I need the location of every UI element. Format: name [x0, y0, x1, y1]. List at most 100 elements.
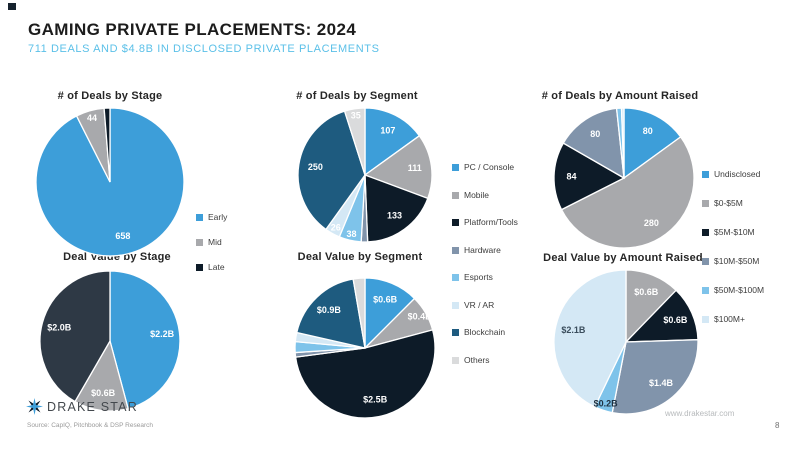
- slice-value-label-platform-tools: $2.5B: [363, 395, 388, 405]
- slice-value-label-early: $2.2B: [150, 329, 175, 339]
- slice-value-label-mobile: 111: [408, 163, 422, 173]
- legend-item-vr-ar: VR / AR: [452, 300, 518, 311]
- pie-slice-10m-50m: [562, 107, 625, 180]
- slice-value-label-others: 35: [351, 110, 361, 120]
- legend-label: $10M-$50M: [714, 256, 760, 266]
- legend-item-mid: Mid: [196, 237, 227, 248]
- slice-value-label-5m-10m: $0.6B: [663, 315, 688, 325]
- pie-slice-late: [103, 107, 111, 183]
- website-url: www.drakestar.com: [665, 409, 735, 418]
- legend-swatch: [702, 316, 709, 323]
- slice-value-label-10m-50m: 80: [590, 129, 600, 139]
- legend-swatch: [196, 264, 203, 271]
- pie-deals-by-stage: 658 44: [35, 107, 185, 257]
- legend-swatch: [452, 191, 459, 199]
- legend-swatch: [452, 164, 459, 171]
- legend-item-50m-100m: $50M-$100M: [702, 285, 764, 296]
- slice-value-label-pc-console: 107: [380, 125, 395, 135]
- legend-swatch: [452, 356, 459, 364]
- slice-value-label-early: 658: [115, 231, 130, 241]
- slice-value-label-pc-console: $0.6B: [373, 295, 398, 305]
- chart-title-deals-by-segment: # of Deals by Segment: [296, 90, 418, 102]
- legend-label: Blockchain: [464, 327, 506, 337]
- pie-slice-platform-tools: [294, 329, 436, 419]
- legend-swatch: [196, 239, 203, 246]
- pie-slice-100m: [620, 107, 625, 179]
- legend-segment: PC / Console Mobile Platform/Tools Hardware…: [452, 162, 518, 366]
- source-note: Source: CapIQ, Pitchbook & DSP Research: [27, 422, 153, 429]
- legend-item-others: Others: [452, 355, 518, 366]
- pie-slice-mobile: [363, 134, 433, 200]
- pie-deals-by-segment: 107 111 133 38 26 250 35: [297, 107, 433, 243]
- pie-slice-5m-10m: [553, 142, 626, 211]
- pie-deal-value-by-segment: $0.6B $0.4B $2.5B $0.9B: [294, 277, 436, 419]
- slice-value-label-blockchain: 250: [308, 162, 323, 172]
- legend-item-10m-50m: $10M-$50M: [702, 256, 764, 267]
- slice-value-label-vr-ar: 26: [331, 223, 341, 233]
- legend-item-hardware: Hardware: [452, 245, 518, 256]
- legend-label: VR / AR: [464, 299, 495, 310]
- slice-value-label-late: $2.0B: [47, 322, 72, 332]
- slice-value-label-10m-50m: $1.4B: [649, 378, 674, 388]
- star-icon: [26, 398, 43, 415]
- chart-title-deals-by-stage: # of Deals by Stage: [57, 90, 163, 102]
- legend-label: Esports: [464, 272, 493, 282]
- slice-value-label-mid: $0.6B: [91, 388, 116, 398]
- legend-label: $50M-$100M: [714, 285, 765, 295]
- legend-label: Hardware: [464, 244, 501, 255]
- pie-deal-value-by-stage: $2.2B $0.6B $2.0B: [39, 270, 181, 412]
- legend-swatch: [196, 214, 203, 221]
- legend-stage: Early Mid Late: [196, 212, 227, 273]
- legend-label: Others: [464, 354, 490, 365]
- slice-value-label-5m-10m: 84: [566, 172, 576, 182]
- legend-item-5m-10m: $5M-$10M: [702, 227, 764, 238]
- pie-slice-undisclosed: [623, 107, 682, 180]
- legend-swatch: [702, 287, 709, 294]
- legend-label: $0-$5M: [714, 198, 743, 208]
- legend-swatch: [452, 219, 459, 226]
- legend-swatch: [452, 329, 459, 336]
- pie-slice-0-5m: [560, 135, 695, 249]
- pie-slice-10m-50m: [611, 339, 699, 415]
- legend-swatch: [452, 274, 459, 281]
- chart-title-deal-value-by-segment: Deal Value by Segment: [297, 251, 423, 263]
- legend-label: Platform/Tools: [464, 217, 518, 227]
- slice-value-label-esports: 38: [346, 229, 356, 239]
- slice-value-label-0-5m: 280: [644, 218, 659, 228]
- page-number: 8: [775, 421, 780, 430]
- pie-deal-value-by-amount-raised: $0.6B $0.6B $1.4B $0.2B $2.1B: [553, 269, 699, 415]
- legend-swatch: [702, 200, 709, 207]
- legend-label: $5M-$10M: [714, 227, 755, 237]
- pie-slice-others: [343, 107, 366, 176]
- legend-item-pc-console: PC / Console: [452, 162, 518, 173]
- pie-slice-blockchain: [295, 278, 366, 349]
- pie-slice-pc-console: [364, 107, 421, 177]
- legend-swatch: [702, 258, 709, 265]
- legend-label: PC / Console: [464, 162, 515, 172]
- legend-label: Early: [208, 212, 228, 222]
- chart-title-deal-value-by-amount-raised: Deal Value by Amount Raised: [543, 252, 703, 264]
- legend-label: Mid: [208, 237, 222, 247]
- slice-value-label-0-5m: $0.6B: [634, 287, 659, 297]
- legend-swatch: [452, 301, 459, 309]
- legend-label: Late: [208, 262, 225, 272]
- slice-value-label-mid: 44: [87, 113, 97, 123]
- legend-item-platform-tools: Platform/Tools: [452, 217, 518, 228]
- legend-amount-raised: Undisclosed $0-$5M $5M-$10M $10M-$50M $50M-$…: [702, 169, 764, 325]
- legend-swatch: [702, 171, 709, 178]
- slice-value-label-platform-tools: 133: [387, 211, 402, 221]
- pie-slice-early: [109, 270, 181, 410]
- legend-item-0-5m: $0-$5M: [702, 198, 764, 209]
- pie-slice-blockchain: [297, 110, 366, 231]
- corner-mark: [8, 3, 16, 10]
- logo-text: DRAKE STAR: [47, 399, 138, 414]
- page-subtitle: 711 DEALS AND $4.8B IN DISCLOSED PRIVATE…: [28, 43, 380, 55]
- slice-value-label-50m-100m: $0.2B: [594, 399, 619, 409]
- legend-item-undisclosed: Undisclosed: [702, 169, 764, 180]
- pie-slice-100m: [553, 269, 627, 408]
- pie-slice-platform-tools: [364, 174, 429, 243]
- legend-item-early: Early: [196, 212, 227, 223]
- chart-title-deals-by-amount-raised: # of Deals by Amount Raised: [541, 90, 699, 102]
- legend-item-blockchain: Blockchain: [452, 327, 518, 338]
